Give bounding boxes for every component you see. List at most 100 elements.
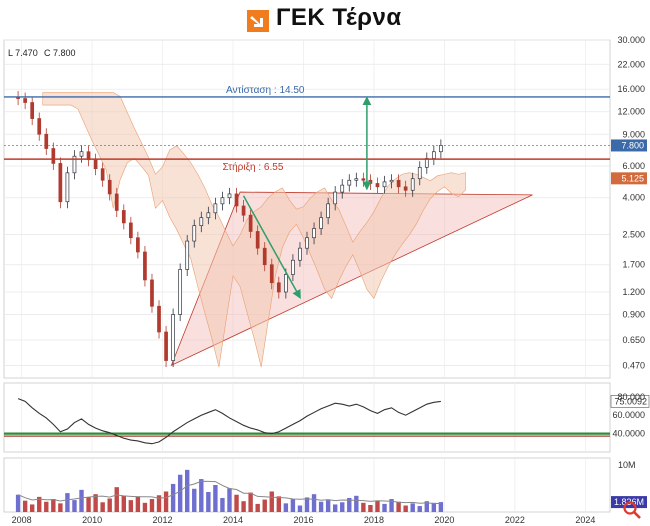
candle-body [171,314,175,361]
volume-bar [241,501,246,512]
candle-body [361,178,366,181]
volume-bar [375,500,380,512]
candle-body [396,179,401,188]
volume-bar [227,488,232,512]
y-tick-label: 16.000 [617,84,645,94]
x-tick-label: 2008 [12,515,32,525]
volume-bar [177,474,183,512]
candle-body [291,259,295,275]
y-tick-label: 6.000 [622,161,645,171]
volume-bar [269,491,274,512]
candle-body [136,237,140,253]
volume-bar [403,505,408,512]
volume-bar [72,500,77,512]
volume-bar [311,494,317,512]
indicator-value-label: 75.0092 [614,396,647,406]
y-tick-label: 12.000 [617,107,645,117]
x-tick-label: 2012 [153,515,173,525]
candle-body [107,179,112,195]
volume-bar [79,489,84,512]
candle-body [100,168,105,181]
page-title: ΓΕΚ Τέρνα [276,4,402,31]
indicator-value-tag [610,395,650,408]
candle-body [382,181,387,188]
volume-tick-label: 10M [618,460,636,470]
volume-bar [410,503,415,512]
candle-body [143,251,147,281]
indicator-tick-label: 60.0000 [612,410,645,420]
candle-body [227,193,232,199]
candle-body [248,214,253,232]
x-tick-label: 2014 [223,515,243,525]
candle-body [185,240,190,270]
volume-bar [114,487,119,512]
x-tick-label: 2022 [505,515,525,525]
volume-bar [248,492,253,512]
volume-bar [396,501,401,512]
candle-body [37,118,42,135]
downtrend-arrow [242,195,301,299]
indicator-line [17,398,441,445]
volume-bar [65,493,70,512]
volume-bar [290,499,296,512]
candle-body [51,148,56,164]
candle-body [298,247,302,261]
cloud-tag [611,172,647,185]
y-tick-label: 1.200 [622,287,645,297]
volume-bar [185,469,190,512]
candle-body [234,193,239,207]
candle-body [72,155,77,174]
candle-body [340,184,345,193]
volume-bar [262,499,267,512]
volume-bar [37,496,42,512]
indicator-tick-label: 80.000 [617,392,645,402]
volume-bar [332,504,338,512]
volume-bar [276,496,282,512]
support-label: Στήριξη : 6.55 [222,161,283,173]
candle-body [276,282,281,293]
candle-body [262,247,267,266]
candle-body [23,98,27,103]
candle-body [150,279,154,307]
volume-average-line [17,480,441,505]
volume-bar [382,503,387,512]
indicator-tick-label: 40.0000 [612,429,645,439]
panel-frame-1 [3,382,611,453]
volume-bar [135,496,141,512]
y-tick-label: 1.700 [622,260,645,270]
volume-bar [149,499,155,512]
candle-body [417,166,422,180]
volume-bar [51,499,56,512]
volume-bar [128,500,134,512]
volume-bar [283,503,289,512]
last-price-tag-label: 7.800 [621,140,644,150]
candle-body [375,183,380,188]
orange-arrow-logo-icon [247,10,269,32]
volume-bar [220,497,225,512]
volume-bar [431,502,437,512]
volume-bar [206,492,211,512]
ichimoku-cloud [42,92,466,368]
volume-bar [438,502,444,512]
candle-body [206,212,211,219]
resistance-label: Αντίσταση : 14.50 [226,84,305,96]
volume-bar [86,497,91,512]
candle-body [424,158,429,168]
candle-body [368,179,373,184]
cloud-tag-label: 5.125 [621,173,644,183]
chart-axes: 30.000 22.000 16.000 12.000 9.000 6.000 4.000 2… [12,35,645,525]
indicator-series: 75.0092 [4,395,650,445]
candle-body [65,172,70,203]
volume-bar [368,504,373,512]
volume-bar [163,491,169,512]
y-tick-label: 0.470 [622,360,645,370]
volume-bar [142,502,148,512]
volume-bar [44,501,49,512]
x-tick-label: 2024 [575,515,595,525]
y-tick-label: 22.000 [617,59,645,69]
volume-bar [361,502,366,512]
volume-bar [318,501,324,512]
zoom-icon[interactable] [622,500,642,520]
x-tick-label: 2010 [82,515,102,525]
